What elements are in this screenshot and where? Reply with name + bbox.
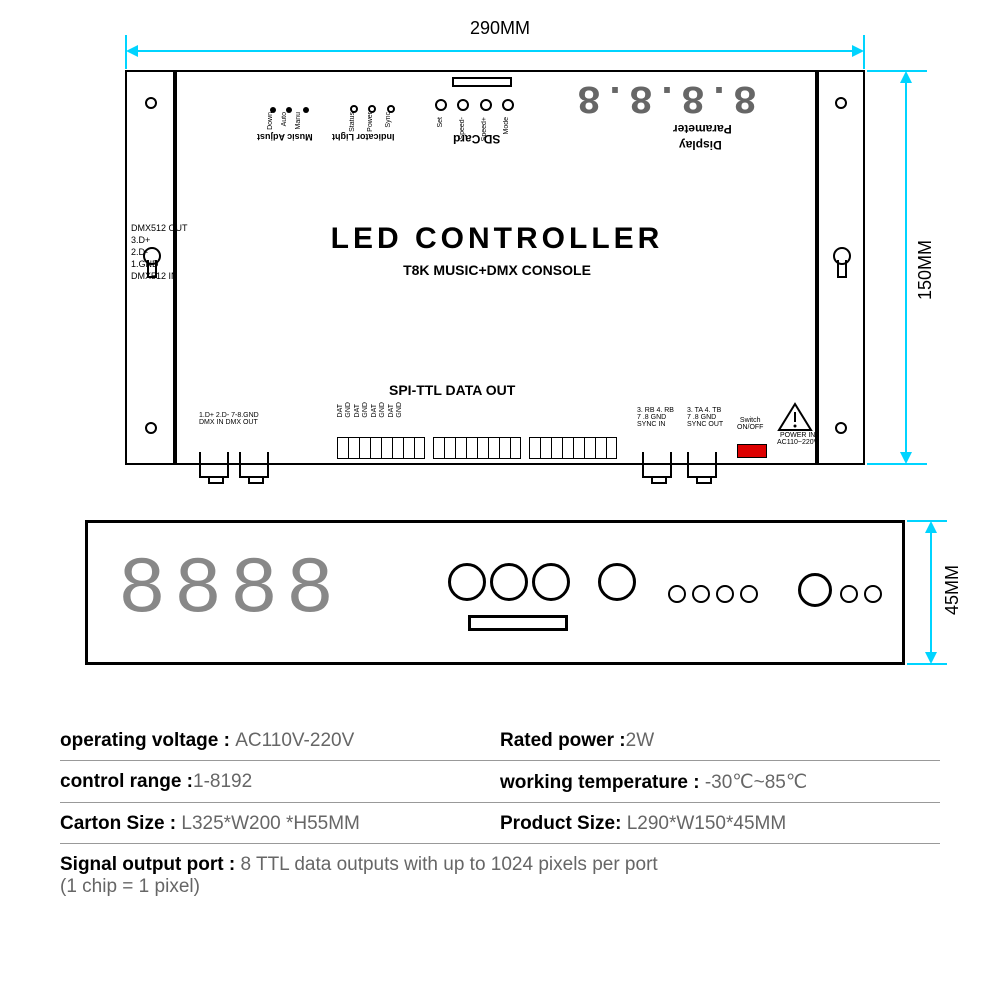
indicator-label: Sync <box>385 112 392 128</box>
screw-hole <box>835 97 847 109</box>
btn-label: Mode <box>503 117 510 135</box>
dim-line <box>130 50 860 52</box>
power-warning-icon <box>777 402 813 432</box>
screw-hole <box>145 422 157 434</box>
device-subtitle: T8K MUSIC+DMX CONSOLE <box>177 262 817 278</box>
panel-button <box>448 563 486 601</box>
button-row <box>432 98 517 116</box>
terminal-labels: DAT GND DAT GND DAT GND DAT GND <box>337 402 400 423</box>
dmx-bottom-label: 1.D+ 2.D- 7-8.GND DMX IN DMX OUT <box>199 412 259 426</box>
panel-button <box>532 563 570 601</box>
indicator-label: Status <box>349 112 356 132</box>
indicator-label: Power <box>367 112 374 132</box>
btn-label: Set <box>437 117 444 128</box>
btn-label: Speed+ <box>481 117 488 141</box>
panel-indicator <box>840 585 858 603</box>
music-dot <box>303 107 309 113</box>
specs-table: operating voltage : AC110V-220V Rated po… <box>60 720 940 908</box>
arrow-icon <box>126 45 138 57</box>
spec-row-full: Signal output port : 8 TTL data outputs … <box>60 844 940 908</box>
dim-line <box>905 75 907 460</box>
panel-button <box>598 563 636 601</box>
panel-indicator <box>692 585 710 603</box>
device-inner-body: 8.8.8.8 Parameter Display SD Card Set Sp… <box>175 70 819 465</box>
spec-row: control range :1-8192 working temperatur… <box>60 761 940 803</box>
music-label: Down <box>267 112 274 130</box>
music-label: Auto <box>281 112 288 126</box>
mount-flange-right <box>815 70 865 465</box>
spec-cell: operating voltage : AC110V-220V <box>60 730 500 752</box>
screw-hole <box>145 97 157 109</box>
height-dim-label: 150MM <box>915 240 936 300</box>
rj45-port <box>687 452 717 478</box>
sync-in-label: 3. RB 4. RB 7 .8 GND SYNC IN <box>637 407 674 428</box>
panel-button <box>798 573 832 607</box>
spec-cell: working temperature : -30℃~85℃ <box>500 771 940 794</box>
button-set <box>435 99 447 111</box>
sync-out-label: 3. TA 4. TB 7 .8 GND SYNC OUT <box>687 407 723 428</box>
music-label: Manu <box>295 112 302 130</box>
width-dim-label: 290MM <box>470 18 530 39</box>
rj45-port <box>199 452 229 478</box>
power-switch <box>737 444 767 458</box>
spec-cell: Rated power :2W <box>500 730 940 752</box>
device-top-view: 8.8.8.8 Parameter Display SD Card Set Sp… <box>125 70 865 465</box>
spec-cell: Product Size: L290*W150*45MM <box>500 813 940 835</box>
dmx-side-labels: DMX512 OUT 3.D+ 2.D- 1.GND DMX512 IN <box>131 222 188 282</box>
rj45-port <box>642 452 672 478</box>
panel-indicator <box>668 585 686 603</box>
music-group-label: Music Adjust <box>257 132 313 142</box>
terminal-block <box>337 437 425 459</box>
spec-row: operating voltage : AC110V-220V Rated po… <box>60 720 940 761</box>
arrow-icon <box>852 45 864 57</box>
terminal-block <box>529 437 617 459</box>
keyhole-slot <box>834 247 850 277</box>
btn-label: Speed- <box>459 117 466 140</box>
depth-dim-label: 45MM <box>942 565 963 615</box>
panel-button <box>490 563 528 601</box>
rj45-port <box>239 452 269 478</box>
button-speed-minus <box>457 99 469 111</box>
button-speed-plus <box>480 99 492 111</box>
spec-cell: Carton Size : L325*W200 *H55MM <box>60 813 500 835</box>
sd-card-slot <box>452 77 512 87</box>
arrow-icon <box>925 652 937 664</box>
indicator-group-label: Indicator Light <box>332 132 395 142</box>
panel-indicator <box>716 585 734 603</box>
panel-sd-slot <box>468 615 568 631</box>
display-caption: Display <box>679 138 722 152</box>
terminal-block <box>433 437 521 459</box>
spec-row: Carton Size : L325*W200 *H55MM Product S… <box>60 803 940 844</box>
spec-cell: control range :1-8192 <box>60 771 500 794</box>
arrow-icon <box>900 71 912 83</box>
device-title: LED CONTROLLER <box>177 222 817 256</box>
display-caption: Parameter <box>673 122 732 136</box>
screw-hole <box>835 422 847 434</box>
power-in-label: POWER IN AC110~220V <box>777 432 818 446</box>
seg7-digits: 8.8.8.8 <box>575 74 757 119</box>
dim-tick <box>867 463 927 465</box>
parameter-display: 8.8.8.8 <box>575 74 757 119</box>
panel-indicator <box>740 585 758 603</box>
dim-tick <box>867 70 927 72</box>
arrow-icon <box>925 521 937 533</box>
panel-indicator <box>864 585 882 603</box>
arrow-icon <box>900 452 912 464</box>
dim-line <box>930 525 932 660</box>
seg7-display-large: 8888 <box>118 545 342 636</box>
spi-ttl-label: SPI-TTL DATA OUT <box>389 382 515 398</box>
button-mode <box>502 99 514 111</box>
device-front-panel: 8888 <box>85 520 905 665</box>
switch-label: Switch ON/OFF <box>737 417 763 431</box>
